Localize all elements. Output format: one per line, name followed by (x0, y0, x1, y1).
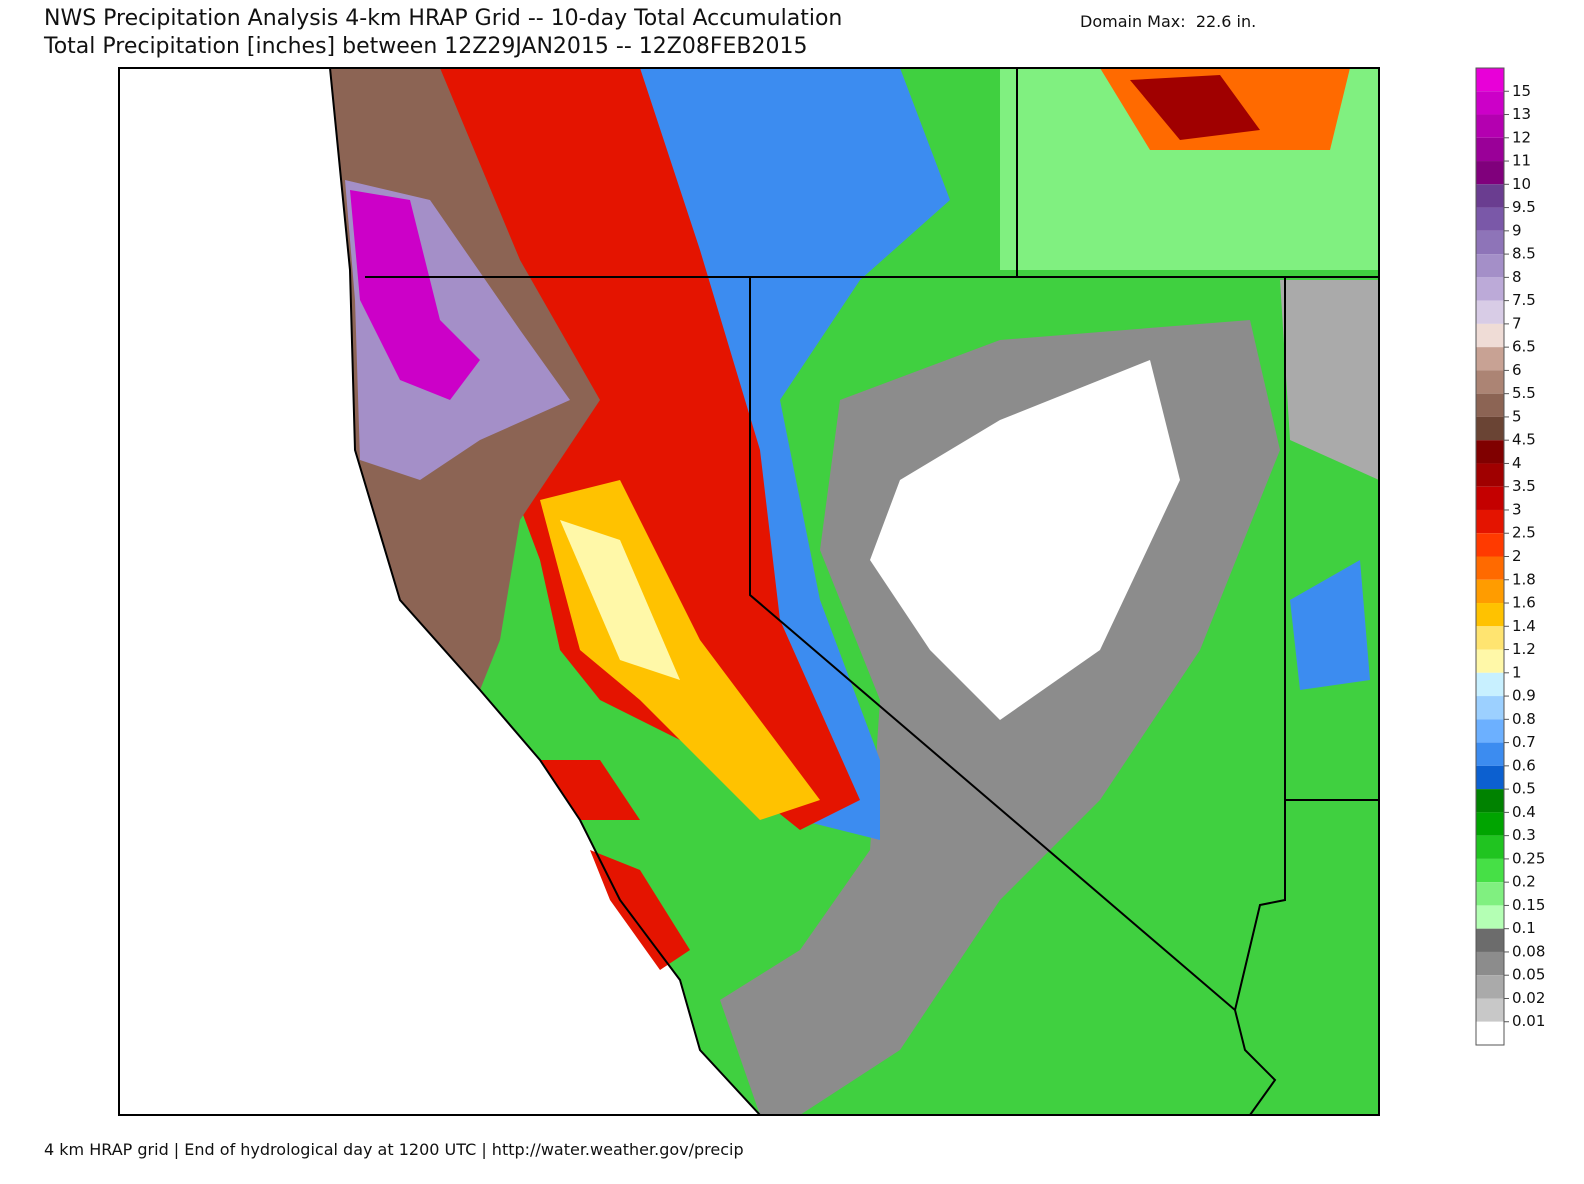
legend-swatch (1476, 161, 1504, 185)
legend-label: 2 (1512, 547, 1522, 565)
legend-swatch (1476, 603, 1504, 627)
legend-swatch (1476, 114, 1504, 138)
legend: 15131211109.598.587.576.565.554.543.532.… (1475, 67, 1545, 1046)
legend-label: 15 (1512, 82, 1531, 100)
legend-swatch (1476, 230, 1504, 255)
legend-swatch (1476, 975, 1504, 999)
legend-label: 1 (1512, 663, 1522, 681)
legend-swatch (1476, 91, 1504, 115)
legend-label: 4.5 (1512, 431, 1536, 449)
legend-label: 1.4 (1512, 617, 1536, 635)
map-frame (118, 67, 1380, 1116)
legend-swatch (1476, 951, 1504, 976)
legend-swatch (1476, 300, 1504, 324)
legend-label: 10 (1512, 175, 1531, 193)
legend-label: 3 (1512, 500, 1522, 518)
legend-label: 5.5 (1512, 384, 1536, 402)
legend-label: 2.5 (1512, 524, 1536, 542)
legend-label: 0.6 (1512, 756, 1536, 774)
legend-label: 1.6 (1512, 594, 1536, 612)
legend-label: 6.5 (1512, 338, 1536, 356)
legend-swatch (1476, 672, 1504, 697)
legend-swatch (1476, 463, 1504, 487)
legend-swatch (1476, 137, 1504, 162)
legend-label: 0.2 (1512, 873, 1536, 891)
legend-swatch (1476, 533, 1504, 557)
legend-swatch (1476, 719, 1504, 743)
legend-swatch (1476, 68, 1504, 92)
legend-label: 13 (1512, 105, 1531, 123)
footer: 4 km HRAP grid | End of hydrological day… (44, 1140, 744, 1159)
legend-swatch (1476, 393, 1504, 417)
legend-label: 0.01 (1512, 1012, 1545, 1030)
legend-swatch (1476, 835, 1504, 859)
precip-map (119, 68, 1379, 1115)
legend-swatch (1476, 649, 1504, 673)
legend-swatch (1476, 254, 1504, 278)
legend-swatch (1476, 789, 1504, 813)
legend-label: 0.8 (1512, 710, 1536, 728)
legend-swatch (1476, 1021, 1504, 1045)
legend-label: 0.05 (1512, 966, 1545, 984)
legend-swatch (1476, 416, 1504, 441)
legend-swatch (1476, 928, 1504, 952)
legend-swatch (1476, 626, 1504, 650)
legend-swatch (1476, 486, 1504, 510)
legend-swatch (1476, 509, 1504, 534)
legend-swatch (1476, 184, 1504, 208)
legend-label: 0.15 (1512, 896, 1545, 914)
legend-label: 4 (1512, 454, 1522, 472)
legend-label: 12 (1512, 128, 1531, 146)
legend-swatch (1476, 998, 1504, 1022)
legend-label: 8 (1512, 268, 1522, 286)
legend-label: 0.02 (1512, 989, 1545, 1007)
legend-label: 1.2 (1512, 640, 1536, 658)
legend-label: 0.08 (1512, 942, 1545, 960)
legend-label: 0.9 (1512, 687, 1536, 705)
legend-label: 0.1 (1512, 919, 1536, 937)
legend-swatch (1476, 207, 1504, 231)
legend-swatch (1476, 696, 1504, 720)
legend-label: 1.8 (1512, 570, 1536, 588)
legend-swatch (1476, 440, 1504, 464)
legend-label: 5 (1512, 407, 1522, 425)
legend-label: 0.3 (1512, 826, 1536, 844)
legend-swatch (1476, 905, 1504, 929)
legend-label: 7 (1512, 314, 1522, 332)
legend-swatch (1476, 347, 1504, 371)
legend-label: 0.5 (1512, 780, 1536, 798)
legend-label: 3.5 (1512, 477, 1536, 495)
legend-label: 8.5 (1512, 245, 1536, 263)
legend-label: 9 (1512, 221, 1522, 239)
legend-label: 9.5 (1512, 198, 1536, 216)
legend-swatch (1476, 370, 1504, 394)
domain-max: Domain Max: 22.6 in. (1080, 12, 1257, 31)
legend-swatch (1476, 812, 1504, 836)
legend-label: 0.4 (1512, 803, 1536, 821)
subtitle: Total Precipitation [inches] between 12Z… (44, 34, 808, 59)
legend-label: 0.25 (1512, 849, 1545, 867)
legend-swatch (1476, 579, 1504, 604)
legend-swatch (1476, 277, 1504, 301)
legend-label: 7.5 (1512, 291, 1536, 309)
legend-swatch (1476, 742, 1504, 766)
legend-label: 0.7 (1512, 733, 1536, 751)
legend-label: 6 (1512, 361, 1522, 379)
legend-swatch (1476, 765, 1504, 790)
legend-swatch (1476, 556, 1504, 580)
legend-swatch (1476, 323, 1504, 348)
title: NWS Precipitation Analysis 4-km HRAP Gri… (44, 6, 843, 31)
legend-swatch (1476, 882, 1504, 906)
legend-label: 11 (1512, 152, 1531, 170)
legend-swatch (1476, 858, 1504, 883)
